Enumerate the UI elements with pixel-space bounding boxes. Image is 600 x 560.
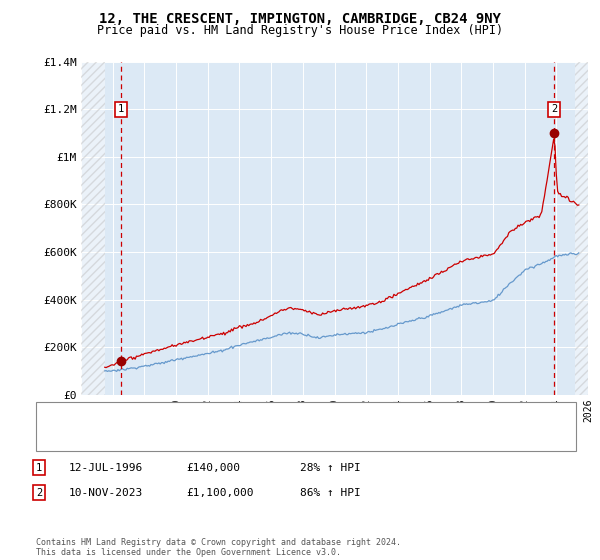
Text: 1: 1 [36,463,42,473]
Text: 28% ↑ HPI: 28% ↑ HPI [300,463,361,473]
Text: 12-JUL-1996: 12-JUL-1996 [69,463,143,473]
Text: 10-NOV-2023: 10-NOV-2023 [69,488,143,498]
Text: 86% ↑ HPI: 86% ↑ HPI [300,488,361,498]
Text: HPI: Average price, detached house, South Cambridgeshire: HPI: Average price, detached house, Sout… [83,433,412,444]
Text: 12, THE CRESCENT, IMPINGTON, CAMBRIDGE, CB24 9NY (detached house): 12, THE CRESCENT, IMPINGTON, CAMBRIDGE, … [83,410,464,421]
Text: 2: 2 [36,488,42,498]
Text: £1,100,000: £1,100,000 [186,488,254,498]
Bar [575,62,588,395]
Text: Contains HM Land Registry data © Crown copyright and database right 2024.
This d: Contains HM Land Registry data © Crown c… [36,538,401,557]
Text: Price paid vs. HM Land Registry's House Price Index (HPI): Price paid vs. HM Land Registry's House … [97,24,503,37]
Bar [81,62,105,395]
Text: 1: 1 [118,104,124,114]
Text: 2: 2 [551,104,557,114]
Text: £140,000: £140,000 [186,463,240,473]
Text: 12, THE CRESCENT, IMPINGTON, CAMBRIDGE, CB24 9NY: 12, THE CRESCENT, IMPINGTON, CAMBRIDGE, … [99,12,501,26]
